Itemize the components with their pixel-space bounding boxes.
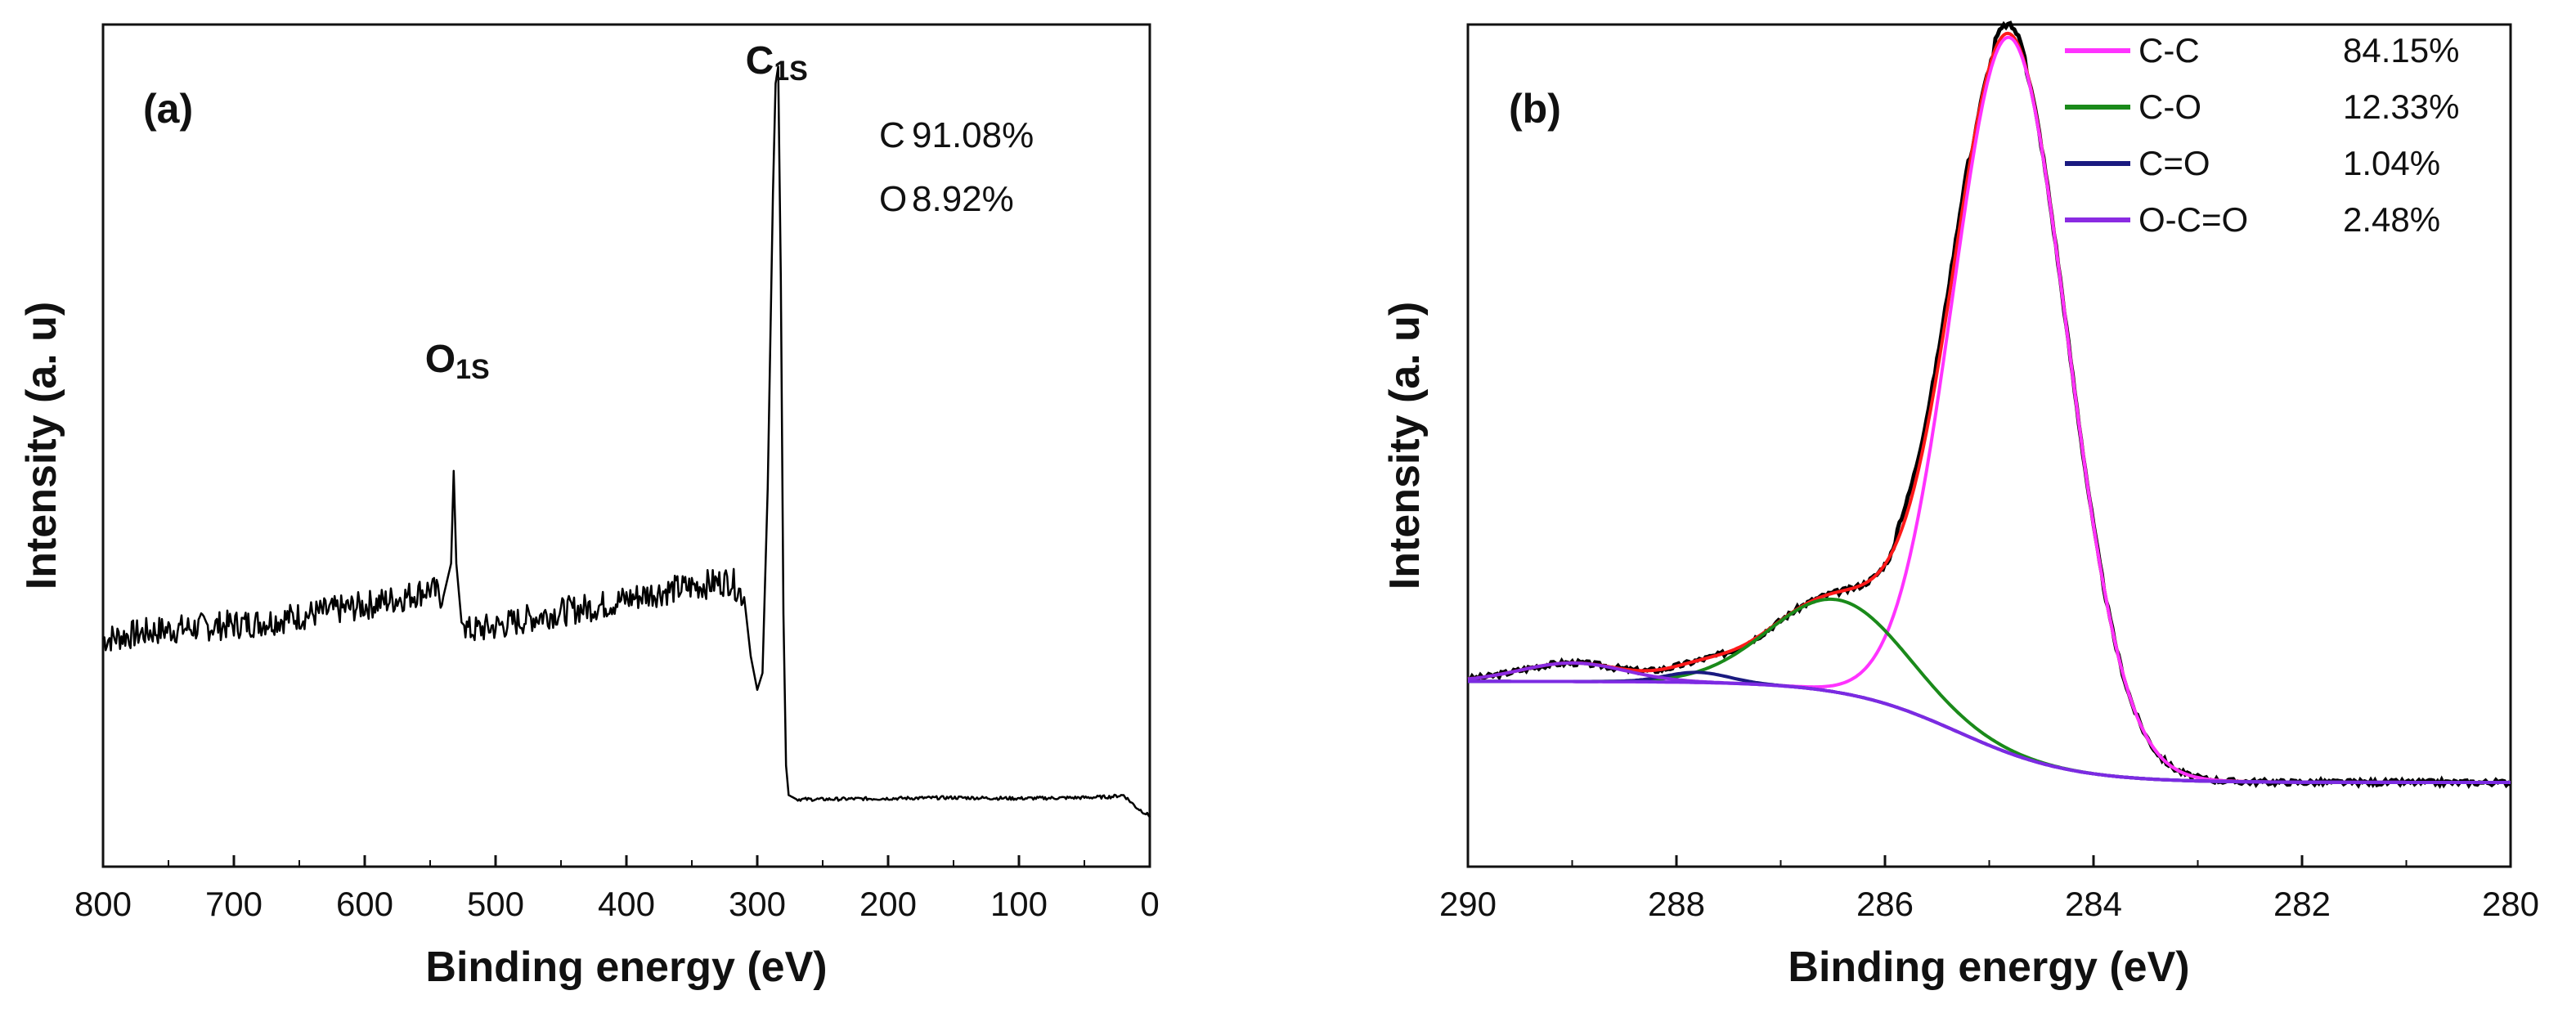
panel-a-x-tick-label: 0 — [1140, 885, 1159, 923]
panel-b-x-tick-label: 288 — [1648, 885, 1705, 923]
legend-label: C-O — [2138, 87, 2201, 126]
panel-a-x-tick-label: 300 — [729, 885, 786, 923]
panel-b-x-tick-label: 286 — [1856, 885, 1914, 923]
panel-b-x-tick-labels: 290 288 286 284 282 280 — [1439, 885, 2539, 923]
panel-b-x-tick-label: 280 — [2482, 885, 2539, 923]
panel-a-x-tick-label: 200 — [859, 885, 917, 923]
composition-element: C — [879, 115, 905, 155]
panel-a-x-tick-label: 700 — [205, 885, 263, 923]
component-line-c-o — [1468, 597, 2511, 784]
panel-a-x-tick-label: 400 — [598, 885, 655, 923]
panel-b-x-tick-label: 290 — [1439, 885, 1497, 923]
component-line-ceqo — [1468, 670, 2511, 784]
panel-b-x-tick-label: 282 — [2273, 885, 2331, 923]
legend-label: O-C=O — [2138, 200, 2248, 239]
panel-a-x-tick-label: 800 — [74, 885, 132, 923]
panel-a-x-ticks — [101, 855, 1151, 867]
peak-label-o: O1S — [425, 338, 490, 385]
panel-b-y-axis-title: Intensity (a. u) — [1381, 302, 1429, 589]
panel-a-x-tick-label: 100 — [990, 885, 1048, 923]
panel-a-x-tick-label: 500 — [467, 885, 524, 923]
composition-value: 8.92% — [912, 179, 1014, 219]
panel-b-curves — [1467, 20, 2512, 790]
panel-a-x-axis-title: Binding energy (eV) — [425, 944, 827, 991]
panel-a-composition: C 91.08%O 8.92% — [879, 115, 1034, 219]
panel-a-y-axis-title: Intensity (a. u) — [18, 302, 65, 589]
panel-b-x-ticks — [1466, 855, 2512, 867]
panel-b-label: (b) — [1509, 86, 1561, 132]
panel-b-legend: C-C 84.15% C-O 12.33% C=O 1.04% O-C=O 2.48% — [2065, 31, 2459, 239]
legend-percent: 84.15% — [2343, 31, 2459, 69]
panel-b: 290 288 286 284 282 280 (b) C-C 84.15% C-O 12.33… — [1381, 20, 2539, 991]
legend-percent: 1.04% — [2343, 144, 2440, 182]
panel-a-label: (a) — [143, 86, 193, 132]
composition-element: O — [879, 179, 907, 219]
legend-label: C-C — [2138, 31, 2200, 69]
panel-b-x-tick-label: 284 — [2065, 885, 2122, 923]
panel-a: 800 700 600 500 400 300 200 100 0 (a) O1S C1S C 91… — [18, 23, 1160, 991]
legend-label: C=O — [2138, 144, 2210, 182]
composition-value: 91.08% — [912, 115, 1034, 155]
peak-label-c: C1S — [746, 39, 808, 87]
legend-percent: 12.33% — [2343, 87, 2459, 126]
background-line — [1468, 679, 2511, 784]
panel-a-x-tick-label: 600 — [336, 885, 393, 923]
panel-a-x-tick-labels: 800 700 600 500 400 300 200 100 0 — [74, 885, 1160, 923]
panel-a-spectrum-line — [101, 65, 1151, 818]
panel-b-x-axis-title: Binding energy (eV) — [1788, 944, 2189, 991]
panel-a-peak-labels: O1S C1S — [425, 39, 808, 385]
legend-percent: 2.48% — [2343, 200, 2440, 239]
